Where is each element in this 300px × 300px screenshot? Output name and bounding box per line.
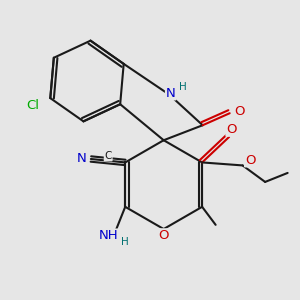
Text: C: C: [104, 151, 112, 161]
Text: N: N: [77, 152, 87, 165]
Text: NH: NH: [98, 230, 118, 242]
Text: H: H: [122, 237, 129, 247]
Text: O: O: [234, 105, 244, 118]
Text: O: O: [226, 123, 237, 136]
Text: O: O: [158, 229, 169, 242]
Text: N: N: [166, 87, 175, 100]
Text: O: O: [245, 154, 255, 166]
Text: Cl: Cl: [26, 99, 39, 112]
Text: H: H: [179, 82, 187, 92]
